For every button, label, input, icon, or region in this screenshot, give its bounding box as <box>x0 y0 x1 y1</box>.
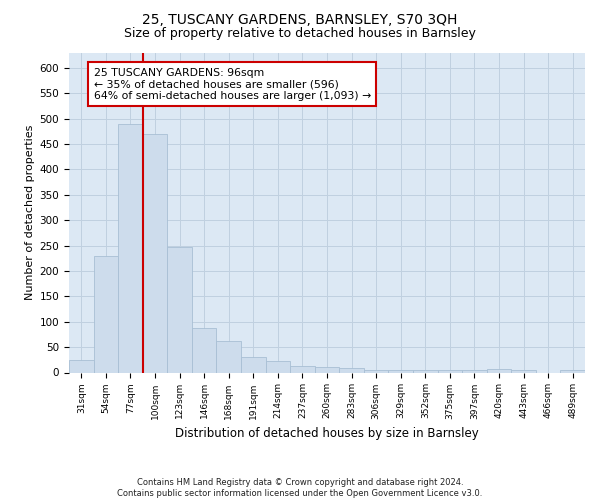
Text: Size of property relative to detached houses in Barnsley: Size of property relative to detached ho… <box>124 28 476 40</box>
Bar <box>290 366 315 372</box>
Bar <box>143 134 167 372</box>
Bar <box>560 370 585 372</box>
Bar <box>364 370 388 372</box>
Text: Contains HM Land Registry data © Crown copyright and database right 2024.
Contai: Contains HM Land Registry data © Crown c… <box>118 478 482 498</box>
X-axis label: Distribution of detached houses by size in Barnsley: Distribution of detached houses by size … <box>175 427 479 440</box>
Text: 25, TUSCANY GARDENS, BARNSLEY, S70 3QH: 25, TUSCANY GARDENS, BARNSLEY, S70 3QH <box>142 12 458 26</box>
Bar <box>413 370 437 372</box>
Bar <box>388 370 413 372</box>
Bar <box>487 370 511 372</box>
Bar <box>511 370 536 372</box>
Bar <box>266 362 290 372</box>
Bar <box>462 370 487 372</box>
Bar <box>118 124 143 372</box>
Bar <box>241 358 266 372</box>
Bar <box>217 341 241 372</box>
Bar <box>339 368 364 372</box>
Bar <box>69 360 94 372</box>
Bar <box>315 368 339 372</box>
Bar <box>192 328 217 372</box>
Bar <box>167 246 192 372</box>
Bar <box>437 370 462 372</box>
Y-axis label: Number of detached properties: Number of detached properties <box>25 125 35 300</box>
Text: 25 TUSCANY GARDENS: 96sqm
← 35% of detached houses are smaller (596)
64% of semi: 25 TUSCANY GARDENS: 96sqm ← 35% of detac… <box>94 68 371 101</box>
Bar <box>94 256 118 372</box>
